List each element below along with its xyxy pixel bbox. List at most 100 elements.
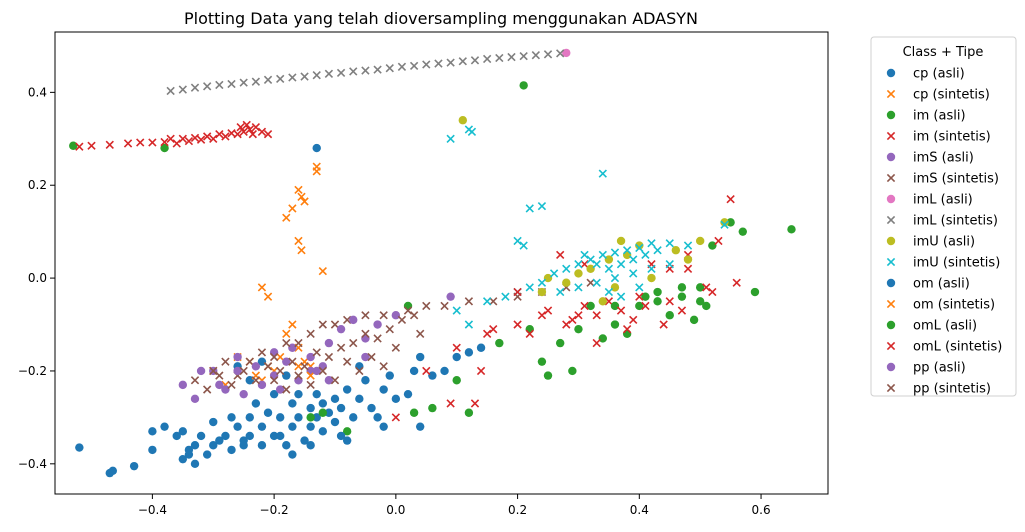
data-point-stroke (391, 413, 401, 422)
data-point (227, 380, 236, 390)
data-point (452, 343, 461, 352)
data-point-stroke (215, 371, 224, 380)
data-point (288, 204, 297, 213)
data-point-stroke (330, 320, 340, 329)
data-point-stroke (239, 127, 248, 136)
data-point-stroke (294, 236, 303, 246)
legend-marker-stroke (886, 299, 896, 309)
data-point-stroke (574, 283, 583, 292)
data-point (677, 306, 687, 315)
data-point (464, 297, 474, 306)
data-point (695, 283, 705, 292)
legend: Class + Tipe cp (asli) cp (sintetis) im (a… (870, 36, 1017, 397)
data-point-stroke (276, 352, 285, 362)
data-point (312, 348, 321, 357)
data-point (263, 292, 273, 301)
data-point (336, 343, 346, 352)
data-point (677, 292, 687, 301)
data-point (215, 129, 224, 139)
data-point (592, 311, 601, 320)
data-point-stroke (598, 169, 607, 178)
data-point-stroke (525, 283, 534, 292)
data-point-stroke (166, 86, 175, 96)
data-point-stroke (470, 56, 480, 65)
data-point (543, 306, 553, 315)
data-point-stroke (245, 357, 254, 366)
data-point (233, 366, 242, 376)
data-point (324, 352, 334, 362)
data-point (294, 362, 303, 371)
data-point (248, 129, 257, 139)
data-point-stroke (616, 306, 626, 315)
data-point-stroke (227, 380, 236, 390)
data-point (732, 278, 741, 287)
data-point (470, 56, 480, 65)
x-tick-label: 0.6 (752, 503, 771, 517)
data-point-stroke (464, 320, 474, 329)
data-point (373, 320, 382, 329)
data-point-stroke (422, 366, 431, 376)
data-point-stroke (282, 213, 291, 222)
data-point (233, 422, 242, 431)
data-point-stroke (543, 50, 553, 59)
data-point-stroke (385, 325, 394, 334)
y-tick-label: −0.4 (18, 457, 47, 471)
data-point (543, 371, 553, 380)
data-point (562, 264, 571, 273)
data-point-stroke (580, 301, 589, 311)
data-point (562, 320, 571, 329)
data-point (708, 241, 717, 250)
data-point (482, 297, 492, 306)
data-point (306, 371, 315, 380)
data-point (330, 417, 340, 427)
data-point-stroke (665, 259, 674, 269)
data-point (196, 431, 206, 441)
data-point (555, 338, 565, 348)
plot-frame (54, 31, 829, 495)
data-point-stroke (178, 134, 187, 143)
data-point (458, 116, 468, 125)
data-point-stroke (568, 315, 577, 325)
data-point (202, 385, 212, 394)
data-point-stroke (282, 385, 291, 394)
legend-marker-stroke (886, 383, 896, 393)
data-point (373, 413, 382, 422)
legend-label: omL (sintetis) (913, 340, 1002, 355)
data-point-stroke (373, 65, 382, 74)
data-point (556, 250, 565, 260)
data-point (467, 127, 477, 136)
data-point-stroke (513, 287, 522, 297)
legend-marker (886, 215, 896, 225)
data-point-stroke (653, 246, 662, 255)
data-point-stroke (227, 79, 236, 89)
data-point-stroke (397, 62, 407, 71)
data-point (324, 376, 334, 385)
data-point-stroke (312, 348, 321, 357)
data-point (610, 273, 620, 283)
data-point (221, 385, 230, 394)
data-point-stroke (683, 264, 693, 273)
data-point-stroke (604, 264, 614, 273)
data-point-stroke (245, 125, 254, 134)
data-point (251, 123, 261, 132)
data-point (574, 269, 583, 278)
data-point (622, 246, 632, 255)
data-point (294, 236, 303, 246)
data-point (543, 273, 553, 283)
data-point (385, 371, 394, 380)
data-point (403, 389, 413, 399)
data-point (300, 362, 309, 371)
data-point (598, 250, 607, 260)
data-point (391, 311, 401, 320)
data-point (446, 399, 455, 408)
data-point (616, 259, 626, 269)
data-point-stroke (257, 127, 267, 136)
data-point-stroke (300, 362, 309, 371)
data-point (495, 53, 504, 63)
data-point-stroke (190, 376, 200, 385)
data-point-stroke (434, 59, 443, 68)
data-point (215, 371, 224, 380)
data-point (160, 143, 169, 153)
data-point (227, 79, 236, 89)
data-point-stroke (172, 139, 181, 148)
